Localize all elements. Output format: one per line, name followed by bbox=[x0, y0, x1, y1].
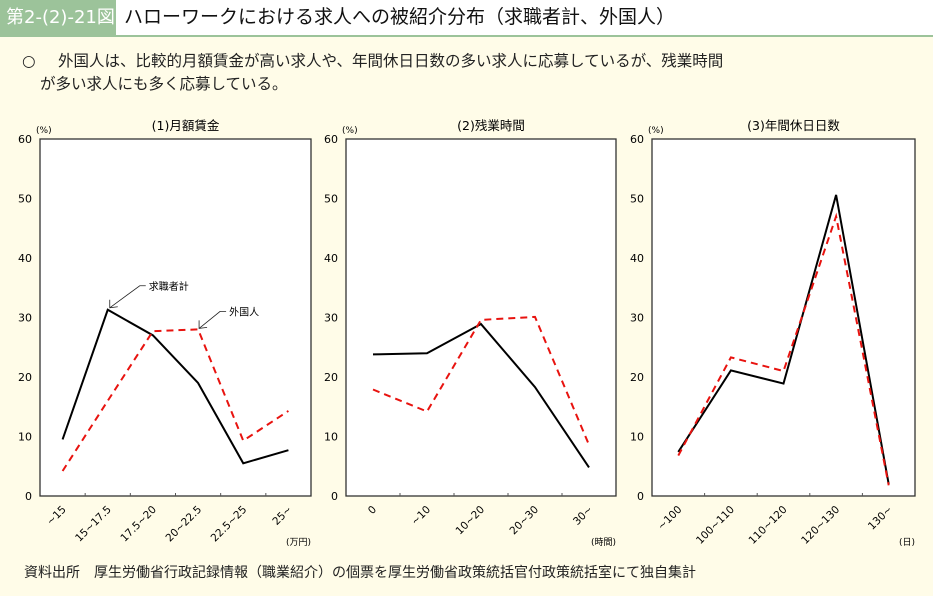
x-unit-label: (日) bbox=[899, 537, 915, 548]
y-tick-label: 40 bbox=[18, 252, 32, 265]
y-tick-label: 0 bbox=[331, 490, 338, 503]
x-tick-label: 130~ bbox=[866, 504, 895, 533]
x-tick-label: 20~30 bbox=[508, 504, 542, 538]
x-tick-label: 30~ bbox=[571, 504, 595, 528]
y-tick-label: 20 bbox=[630, 371, 644, 384]
source-note: 資料出所 厚生労働省行政記録情報（職業紹介）の個票を厚生労働省政策統括官付政策統… bbox=[24, 565, 696, 581]
series-line-total bbox=[677, 194, 890, 485]
y-tick-label: 10 bbox=[18, 431, 32, 444]
series-line-foreign bbox=[61, 328, 289, 472]
y-tick-label: 50 bbox=[630, 193, 644, 206]
plot-area bbox=[39, 138, 312, 497]
annotation-total: 求職者計 bbox=[149, 280, 189, 293]
y-tick-label: 40 bbox=[324, 252, 338, 265]
series-line-foreign bbox=[372, 315, 590, 446]
series-line-total bbox=[372, 322, 590, 468]
y-tick-label: 60 bbox=[630, 133, 644, 146]
chart-title: (2)残業時間 bbox=[457, 118, 525, 133]
series-line-total bbox=[61, 308, 289, 465]
x-tick-label: 120~130 bbox=[799, 504, 842, 547]
plot-area bbox=[651, 138, 916, 497]
chart-title: (3)年間休日日数 bbox=[747, 118, 840, 133]
series-line-foreign bbox=[677, 212, 890, 486]
y-tick-label: 0 bbox=[25, 490, 32, 503]
y-tick-label: 50 bbox=[324, 193, 338, 206]
figure-title: ハローワークにおける求人への被紹介分布（求職者計、外国人） bbox=[124, 6, 676, 28]
x-tick-label: ~10 bbox=[409, 504, 433, 528]
x-tick-label: ~15 bbox=[45, 504, 69, 528]
x-tick-label: 100~110 bbox=[694, 504, 737, 547]
x-tick-label: 110~120 bbox=[747, 504, 790, 547]
plot-area bbox=[345, 138, 617, 497]
x-tick-label: 17.5~20 bbox=[118, 504, 159, 545]
annotation-arrow bbox=[198, 311, 227, 329]
x-tick-label: ~100 bbox=[656, 504, 685, 533]
y-tick-label: 10 bbox=[630, 431, 644, 444]
y-tick-label: 40 bbox=[630, 252, 644, 265]
y-tick-label: 30 bbox=[324, 312, 338, 325]
x-unit-label: (万円) bbox=[286, 537, 311, 548]
arrowhead-icon bbox=[198, 320, 208, 329]
annotation-foreign: 外国人 bbox=[229, 306, 259, 318]
figure-number: 第2-(2)-21図 bbox=[0, 0, 116, 35]
y-tick-label: 60 bbox=[18, 133, 32, 146]
y-unit-label: (%) bbox=[36, 126, 52, 136]
chart-title: (1)月額賃金 bbox=[152, 118, 220, 133]
summary-line-2: が多い求人にも多く応募している。 bbox=[40, 75, 288, 93]
chart-1: (1)月額賃金 (%) (万円) 0 10 20 30 40 50 60 ~15 15~17.5 17.… bbox=[18, 118, 312, 548]
y-tick-label: 50 bbox=[18, 193, 32, 206]
y-tick-label: 30 bbox=[630, 312, 644, 325]
summary-line-1: 外国人は、比較的月額賃金が高い求人や、年間休日日数の多い求人に応募しているが、残… bbox=[58, 52, 724, 70]
chart-2: (2)残業時間 (%) (時間) 0 10 20 30 40 50 60 0 ~10 10~20 20~3… bbox=[324, 118, 617, 548]
x-tick-label: 10~20 bbox=[454, 504, 488, 538]
y-tick-label: 20 bbox=[324, 371, 338, 384]
y-tick-label: 0 bbox=[637, 490, 644, 503]
y-tick-label: 10 bbox=[324, 431, 338, 444]
y-unit-label: (%) bbox=[342, 126, 358, 136]
x-tick-label: 25~ bbox=[270, 504, 294, 528]
annotation-arrow bbox=[109, 285, 146, 309]
x-unit-label: (時間) bbox=[591, 537, 616, 548]
arrowhead-icon bbox=[109, 299, 118, 309]
y-tick-label: 30 bbox=[18, 312, 32, 325]
y-tick-label: 60 bbox=[324, 133, 338, 146]
x-tick-label: 22.5~25 bbox=[209, 504, 250, 545]
y-tick-label: 20 bbox=[18, 371, 32, 384]
bullet-icon: ○ bbox=[22, 52, 36, 70]
x-tick-label: 20~22.5 bbox=[164, 504, 205, 545]
y-unit-label: (%) bbox=[648, 126, 664, 136]
summary: ○ 外国人は、比較的月額賃金が高い求人や、年間休日日数の多い求人に応募しているが、… bbox=[22, 50, 922, 96]
header: 第2-(2)-21図 ハローワークにおける求人への被紹介分布（求職者計、外国人） bbox=[0, 0, 933, 37]
x-tick-label: 15~17.5 bbox=[73, 504, 114, 545]
x-tick-label: 0 bbox=[366, 504, 379, 517]
